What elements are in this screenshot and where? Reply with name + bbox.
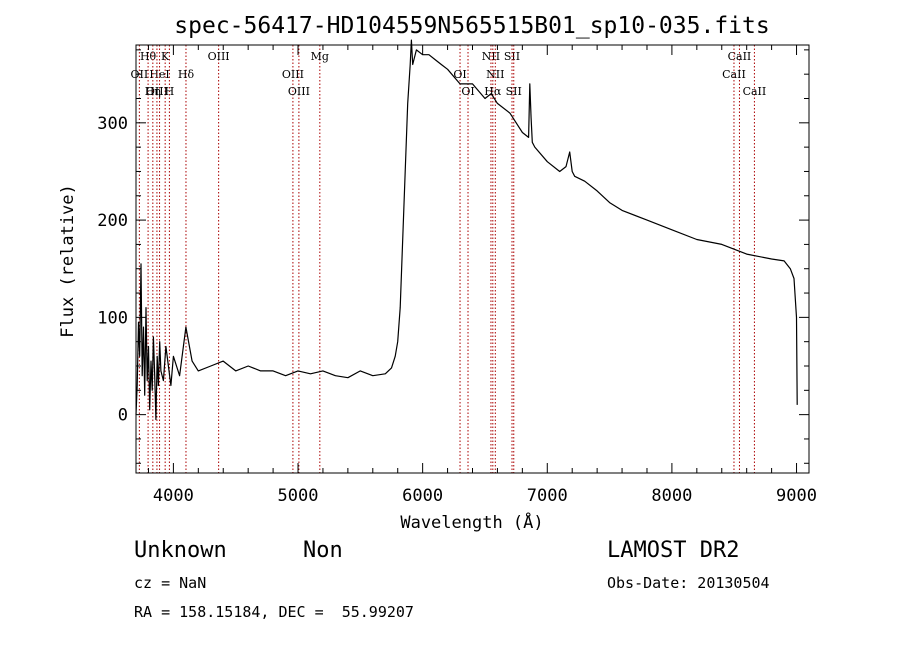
survey-name: LAMOST DR2 xyxy=(607,538,740,563)
x-tick-label-4: 8000 xyxy=(651,486,692,506)
axes: 4000 5000 6000 7000 8000 9000 0 100 200 300 xyxy=(97,45,817,506)
spectral-line-label-11: OI xyxy=(453,68,466,81)
spectral-line-label-12: NII xyxy=(486,68,504,81)
spectral-subclass: Non xyxy=(303,538,343,563)
spectral-line-label-14: OIII xyxy=(146,85,168,98)
chart-title: spec-56417-HD104559N565515B01_sp10-035.f… xyxy=(174,13,769,39)
spectrum-line-0 xyxy=(135,39,798,421)
ra-dec-coords: RA = 158.15184, DEC = 55.99207 xyxy=(134,603,414,621)
spectral-line-label-3: Mg xyxy=(311,50,329,63)
spectral-line-label-4: NII xyxy=(482,50,500,63)
spectral-line-label-2: OIII xyxy=(208,50,230,63)
x-tick-label-1: 5000 xyxy=(278,486,319,506)
obs-date: Obs-Date: 20130504 xyxy=(607,574,770,592)
redshift-cz: cz = NaN xyxy=(134,574,207,592)
x-tick-label-0: 4000 xyxy=(153,486,194,506)
spectral-line-label-13: CaII xyxy=(722,68,746,81)
spectral-line-label-0: Hθ xyxy=(140,50,157,63)
spectral-line-label-21: CaII xyxy=(743,85,767,98)
x-tick-label-5: 9000 xyxy=(776,486,817,506)
spectral-line-label-6: CaII xyxy=(728,50,752,63)
spectral-line-label-20: SII xyxy=(506,85,522,98)
x-tick-label-3: 7000 xyxy=(527,486,568,506)
plot-frame xyxy=(135,44,810,474)
y-tick-label-2: 200 xyxy=(97,211,128,231)
spectral-line-label-15: Hη xyxy=(145,85,161,98)
spectral-line-label-10: OIII xyxy=(282,68,304,81)
spectral-line-label-8: HeI xyxy=(149,68,169,81)
y-tick-label-0: 0 xyxy=(118,406,128,426)
y-tick-label-1: 100 xyxy=(97,308,128,328)
spectral-line-label-19: Hα xyxy=(484,85,502,98)
spectral-line-label-5: SII xyxy=(504,50,520,63)
x-axis-label: Wavelength (Å) xyxy=(400,511,543,533)
spectral-line-label-18: OI xyxy=(461,85,474,98)
spectral-line-label-17: OIII xyxy=(288,85,310,98)
spectral-class: Unknown xyxy=(134,538,227,563)
spectrum-series xyxy=(135,39,798,421)
x-tick-label-2: 6000 xyxy=(402,486,443,506)
spectral-line-label-1: K xyxy=(161,50,170,63)
y-axis-label: Flux (relative) xyxy=(58,184,78,338)
y-tick-label-3: 300 xyxy=(97,114,128,134)
spectral-line-label-9: Hδ xyxy=(178,68,195,81)
spectral-line-label-16: H xyxy=(165,85,175,98)
